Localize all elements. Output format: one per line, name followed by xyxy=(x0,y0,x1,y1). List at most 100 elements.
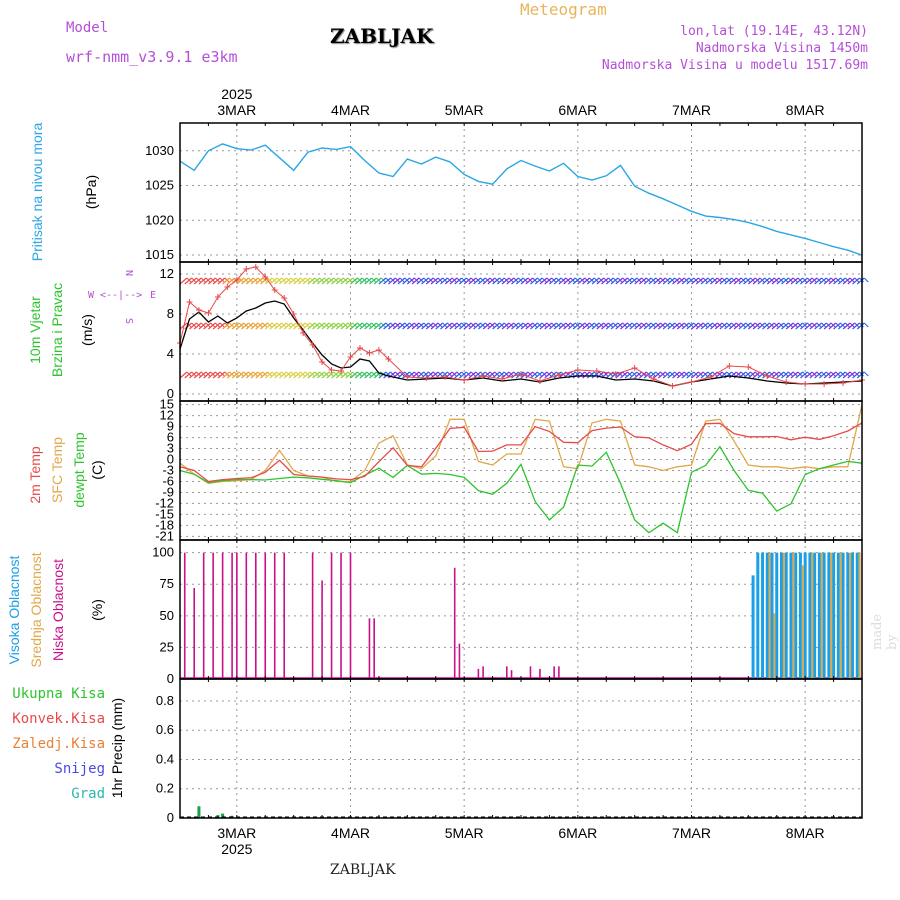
y-tick-label: 1030 xyxy=(145,143,174,158)
wind-barb xyxy=(203,322,212,330)
wind-barb xyxy=(416,277,425,285)
wind-barb xyxy=(563,277,572,285)
day-label-bottom: 7MAR xyxy=(672,825,711,841)
wind-barb xyxy=(667,371,676,379)
low-cloud-title: Niska Oblacnost xyxy=(50,559,66,661)
wind-gust-marker xyxy=(840,380,847,386)
wind-barb xyxy=(421,277,429,285)
cloud-bar xyxy=(817,552,821,679)
footer-station: ZABLJAK xyxy=(330,862,396,878)
wind-barb xyxy=(525,371,534,379)
wind-barb xyxy=(610,322,619,330)
wind-barb xyxy=(411,277,420,285)
wind-barb xyxy=(591,371,600,379)
wind-barb xyxy=(804,322,813,330)
cloud-bar xyxy=(529,666,532,679)
day-label-top: 3MAR xyxy=(217,102,256,118)
wind-barb xyxy=(823,371,832,379)
y-tick-label: 12 xyxy=(160,408,174,423)
wind-barb xyxy=(620,371,628,379)
wind-barb xyxy=(226,371,235,379)
wind-barb xyxy=(492,371,500,379)
wind-barb xyxy=(837,371,846,379)
pressure-line xyxy=(179,143,863,256)
wind-barb xyxy=(624,371,633,379)
wind-barb xyxy=(620,322,628,330)
wind-barb xyxy=(430,322,439,330)
wind-barb xyxy=(847,322,856,330)
wind-barb xyxy=(534,277,543,285)
wind-gust-marker xyxy=(281,295,288,301)
wind-barb xyxy=(648,322,657,330)
wind-barb-flag xyxy=(863,371,869,377)
wind-barb xyxy=(236,277,245,285)
wind-barb xyxy=(596,371,605,379)
wind-barb xyxy=(402,277,410,285)
wind-barb xyxy=(586,371,595,379)
wind-barb xyxy=(402,371,410,379)
wind-barb xyxy=(662,277,671,285)
wind-barb xyxy=(444,277,453,285)
wind-barb xyxy=(298,277,306,285)
wind-barb xyxy=(615,371,624,379)
wind-barb xyxy=(444,322,453,330)
precip-legend-item: Snijeg xyxy=(54,761,105,777)
wind-barb xyxy=(672,371,680,379)
wind-barb xyxy=(558,277,567,285)
wind-barb xyxy=(639,277,647,285)
wind-barb xyxy=(586,277,595,285)
wind-barb xyxy=(241,277,249,285)
wind-barb xyxy=(572,322,581,330)
cloud-bar xyxy=(368,618,371,679)
wind-gust-marker xyxy=(631,365,638,371)
precip-unit: 1hr Precip (mm) xyxy=(109,698,125,798)
wind-barb xyxy=(653,277,662,285)
wind-barb xyxy=(667,322,676,330)
wind-barb xyxy=(274,277,283,285)
wind-gust-marker xyxy=(404,374,411,380)
cloud-bar xyxy=(321,580,323,679)
wind-barb xyxy=(288,322,297,330)
wind-barb xyxy=(620,277,628,285)
wind-barb xyxy=(549,277,557,285)
wind-gust-marker xyxy=(612,371,619,377)
wind-barb xyxy=(487,277,496,285)
wind-barb xyxy=(496,371,505,379)
cloud-bar xyxy=(330,552,333,679)
wind-barb xyxy=(814,322,823,330)
wind-barb xyxy=(653,371,662,379)
wind-barb xyxy=(809,277,818,285)
wind-barb xyxy=(686,322,695,330)
wind-barb xyxy=(842,277,851,285)
wind-barb xyxy=(378,277,387,285)
wind-gust-marker xyxy=(290,311,297,317)
cloud-bar xyxy=(782,552,785,679)
wind-barb xyxy=(345,277,354,285)
cloud-bar xyxy=(231,552,233,679)
wind-barb xyxy=(288,371,297,379)
y-tick-label: 25 xyxy=(160,639,174,654)
wind-barb xyxy=(378,322,387,330)
wind-barb xyxy=(203,277,212,285)
wind-barb xyxy=(511,322,519,330)
cloud-bar xyxy=(798,552,802,679)
wind-barb xyxy=(672,277,680,285)
panel-frame xyxy=(179,539,863,680)
mid-cloud-title: Srednja Oblacnost xyxy=(28,552,44,667)
wind-barb xyxy=(208,322,216,330)
wind-barb xyxy=(340,322,349,330)
wind-barb xyxy=(198,277,207,285)
wind-barb xyxy=(525,322,534,330)
wind-barb xyxy=(387,371,396,379)
station-title: ZABLJAK xyxy=(330,24,434,48)
cloud-bar xyxy=(811,552,814,679)
wind-barb xyxy=(283,322,292,330)
wind-barb xyxy=(241,371,249,379)
wind-barb xyxy=(525,277,534,285)
wind-gust-marker xyxy=(783,379,790,385)
wind-barb xyxy=(250,277,259,285)
wind-barb xyxy=(828,371,837,379)
panel-frame xyxy=(179,122,863,263)
wind-barb xyxy=(321,371,330,379)
